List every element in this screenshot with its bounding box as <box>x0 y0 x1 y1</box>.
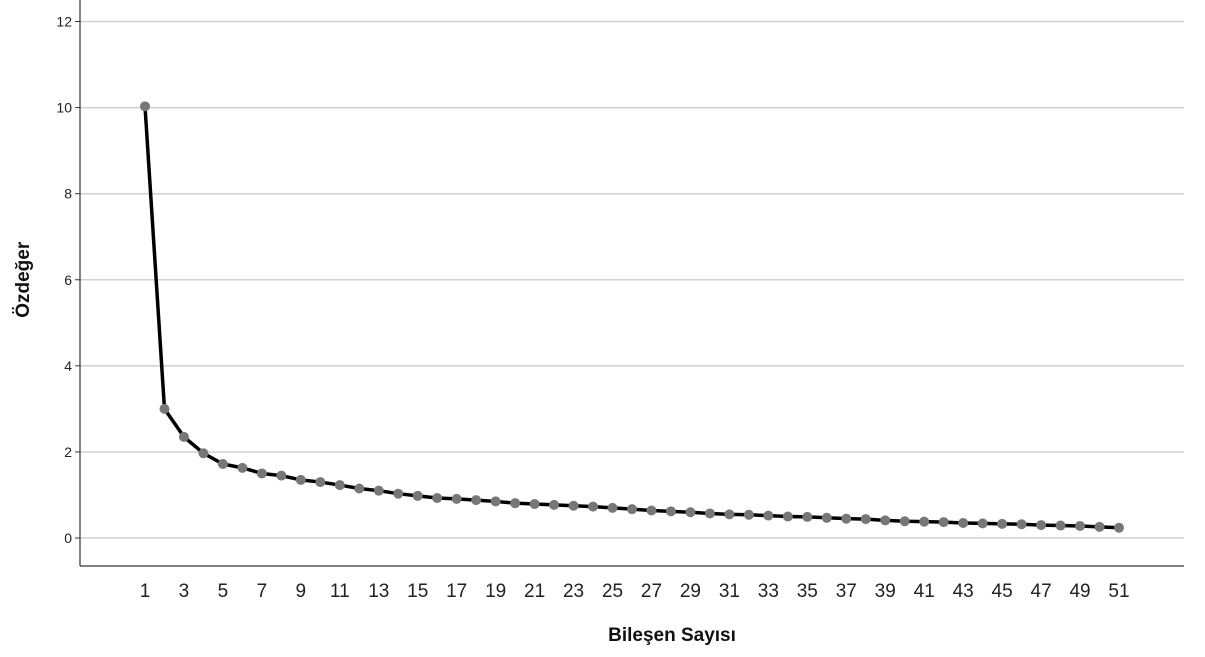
y-tick-label: 2 <box>64 444 72 460</box>
data-point <box>1055 520 1066 531</box>
x-tick-label: 5 <box>218 581 229 602</box>
data-point <box>1016 519 1027 530</box>
data-point <box>529 499 540 510</box>
data-point <box>880 515 891 526</box>
data-point <box>997 518 1008 529</box>
y-axis-title: Özdeğer <box>13 241 34 318</box>
data-point <box>685 507 696 518</box>
data-point <box>588 501 599 512</box>
x-tick-label: 25 <box>602 581 623 602</box>
data-point <box>140 101 150 112</box>
data-point <box>568 500 579 511</box>
grid-lines <box>80 20 1184 539</box>
data-point <box>393 488 404 499</box>
data-point <box>1075 520 1086 531</box>
data-point <box>724 509 735 520</box>
y-tick-label: 12 <box>56 14 72 30</box>
x-tick-label: 11 <box>330 581 350 602</box>
data-point <box>704 508 715 519</box>
x-tick-label: 45 <box>992 581 1013 602</box>
data-point <box>821 512 832 523</box>
x-tick-label: 43 <box>953 581 974 602</box>
series-line <box>143 106 1120 530</box>
series-group <box>140 101 1124 533</box>
data-point <box>841 513 852 524</box>
x-axis-ticks: 1 3 5 7 9 11 13 15 17 19 21 23 25 27 29 31 33 35 37 39 41 43 4… <box>140 581 1130 602</box>
data-point <box>1036 520 1047 531</box>
data-point <box>665 506 676 517</box>
data-point <box>159 403 170 414</box>
data-point <box>782 511 793 522</box>
data-point <box>373 485 384 496</box>
x-tick-label: 41 <box>914 581 935 602</box>
data-point <box>899 516 910 527</box>
y-tick-label: 8 <box>64 186 72 202</box>
y-tick-label: 4 <box>64 358 72 374</box>
x-tick-label: 37 <box>836 581 857 602</box>
data-point <box>1094 521 1105 532</box>
x-tick-label: 31 <box>719 581 740 602</box>
x-tick-label: 21 <box>524 581 545 602</box>
data-point <box>217 458 228 469</box>
data-point <box>860 514 871 525</box>
y-tick-label: 0 <box>64 530 72 546</box>
x-tick-label: 9 <box>296 581 307 602</box>
x-tick-label: 49 <box>1069 581 1090 602</box>
data-point <box>763 510 774 521</box>
y-tick-label: 10 <box>56 100 72 116</box>
data-point <box>237 462 248 473</box>
x-tick-label: 15 <box>407 581 428 602</box>
data-point <box>198 448 209 459</box>
x-tick-label: 33 <box>758 581 779 602</box>
x-tick-label: 23 <box>563 581 584 602</box>
y-tick-label: 6 <box>64 272 72 288</box>
data-point <box>354 483 365 494</box>
x-tick-label: 35 <box>797 581 818 602</box>
data-point <box>178 431 189 442</box>
data-point <box>334 480 345 491</box>
data-point <box>743 509 754 520</box>
data-point <box>412 490 423 501</box>
data-point <box>315 477 326 488</box>
data-point <box>451 493 462 504</box>
data-point <box>471 495 482 506</box>
x-tick-label: 1 <box>140 581 151 602</box>
x-tick-label: 27 <box>641 581 662 602</box>
data-point <box>977 518 988 529</box>
data-point <box>627 504 637 515</box>
data-point <box>938 517 949 528</box>
data-point <box>510 498 521 509</box>
data-point <box>432 492 443 503</box>
x-tick-label: 29 <box>680 581 701 602</box>
data-point <box>646 505 657 516</box>
data-point <box>490 496 501 507</box>
axes <box>79 0 1184 567</box>
x-tick-label: 47 <box>1031 581 1052 602</box>
x-tick-label: 19 <box>485 581 506 602</box>
x-tick-label: 51 <box>1108 581 1129 602</box>
x-tick-label: 13 <box>368 581 389 602</box>
x-tick-label: 3 <box>179 581 190 602</box>
data-point <box>919 516 930 527</box>
data-point <box>276 470 287 481</box>
x-axis-title: Bileşen Sayısı <box>608 625 736 646</box>
x-tick-label: 17 <box>446 581 467 602</box>
data-point <box>256 468 267 479</box>
data-point <box>1114 522 1124 533</box>
y-axis-ticks: 0 2 4 6 8 10 12 <box>56 14 80 546</box>
data-point <box>802 511 813 522</box>
data-point <box>958 517 969 528</box>
x-tick-label: 39 <box>875 581 896 602</box>
data-point <box>295 474 306 485</box>
data-point <box>549 499 560 510</box>
data-point <box>607 502 618 513</box>
x-tick-label: 7 <box>257 581 268 602</box>
